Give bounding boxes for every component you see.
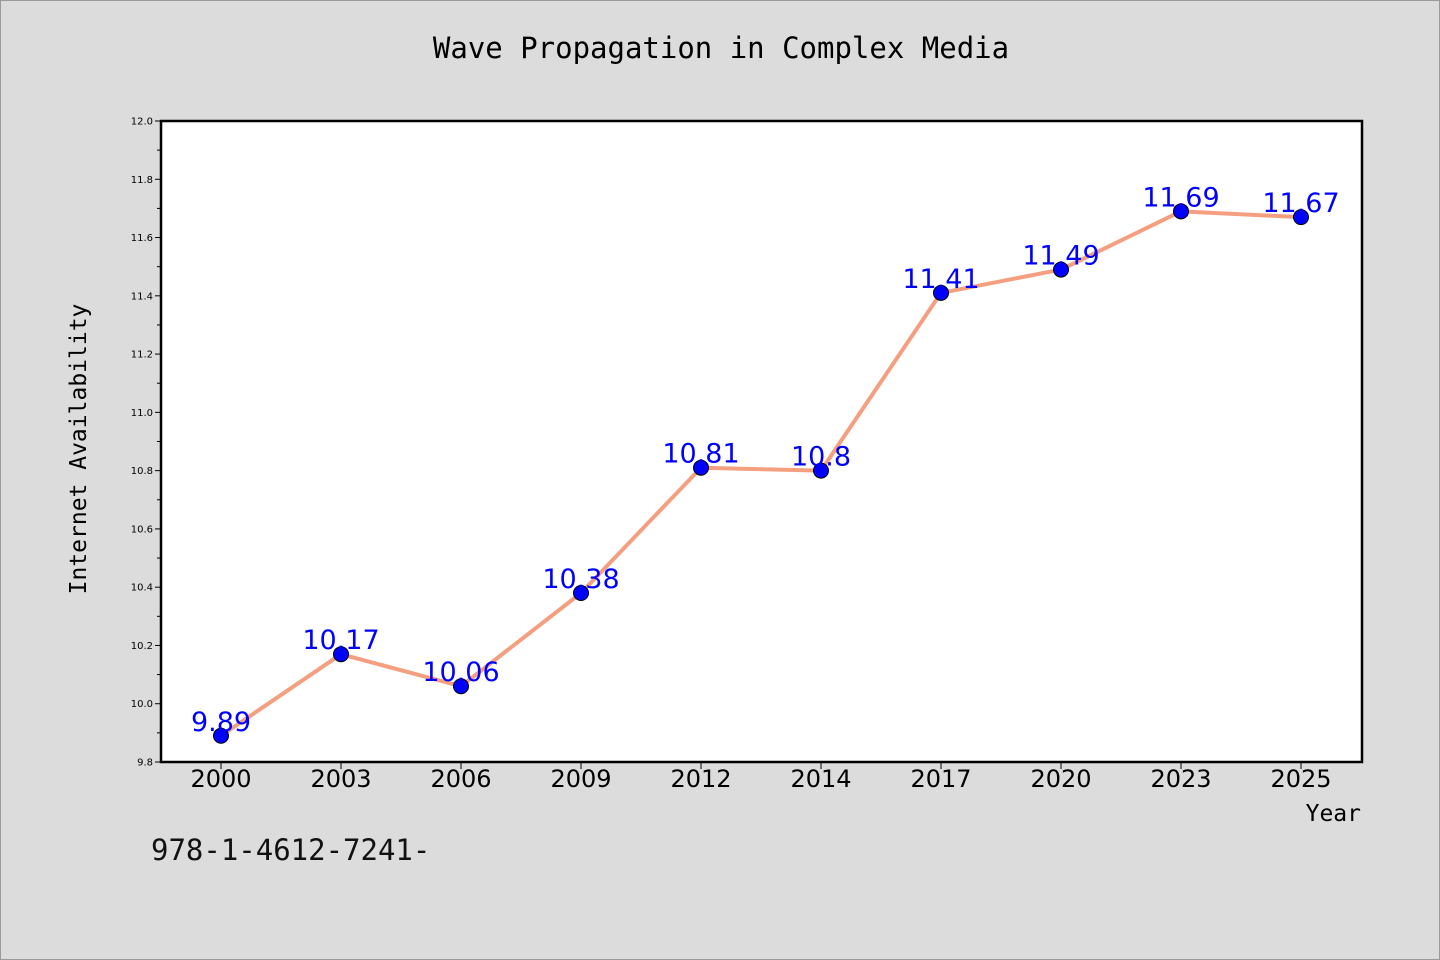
y-axis: 9.8 10.0 10.2 10.4 10.6 10.8 11.0 11.2 11.4 11.6 1… bbox=[131, 117, 161, 769]
data-label: 10.06 bbox=[422, 657, 499, 688]
data-label: 9.89 bbox=[191, 707, 251, 738]
series-markers bbox=[213, 203, 1309, 744]
chart-title: Wave Propagation in Complex Media bbox=[432, 31, 1010, 65]
x-tick-label: 2003 bbox=[310, 765, 371, 793]
y-tick-label: 11.4 bbox=[131, 291, 153, 302]
y-tick-label: 12.0 bbox=[131, 117, 153, 128]
data-label: 10.17 bbox=[302, 625, 379, 656]
data-point bbox=[1293, 209, 1309, 226]
y-tick-label: 10.4 bbox=[131, 583, 153, 594]
data-label: 10.81 bbox=[662, 439, 739, 470]
x-tick-label: 2020 bbox=[1030, 765, 1091, 793]
plot-frame bbox=[159, 119, 1364, 764]
x-tick-label: 2023 bbox=[1150, 765, 1211, 793]
data-label: 10.8 bbox=[791, 442, 851, 473]
plot-area bbox=[161, 121, 1362, 762]
x-axis: 2000 2003 2006 2009 2012 2014 2017 2020 2023 2025 bbox=[190, 762, 1332, 793]
x-tick-label: 2000 bbox=[190, 765, 251, 793]
data-point bbox=[573, 585, 589, 602]
y-tick-label: 11.2 bbox=[131, 350, 153, 361]
y-tick-label: 10.2 bbox=[131, 641, 153, 652]
series-line bbox=[219, 209, 1302, 738]
y-tick-label: 9.8 bbox=[137, 758, 153, 769]
data-point bbox=[453, 678, 469, 695]
y-tick-label: 10.8 bbox=[131, 466, 153, 477]
data-point bbox=[213, 727, 229, 744]
footer-identifier: 978-1-4612-7241- bbox=[151, 833, 431, 867]
x-tick-label: 2025 bbox=[1270, 765, 1331, 793]
y-tick-label: 10.6 bbox=[131, 524, 153, 535]
data-point bbox=[1053, 261, 1069, 278]
y-tick-label: 11.0 bbox=[131, 408, 153, 419]
x-axis-label: Year bbox=[1306, 801, 1361, 827]
data-labels: 9.89 10.17 10.06 10.38 10.81 10.8 11.41 11.49 11… bbox=[191, 182, 1340, 737]
data-point bbox=[693, 459, 709, 476]
data-label: 10.38 bbox=[542, 564, 619, 595]
data-point bbox=[1173, 203, 1189, 220]
x-tick-label: 2009 bbox=[550, 765, 611, 793]
data-point bbox=[813, 462, 829, 479]
y-tick-label: 10.0 bbox=[131, 699, 153, 710]
data-label: 11.41 bbox=[902, 264, 979, 295]
x-tick-label: 2012 bbox=[670, 765, 731, 793]
data-label: 11.67 bbox=[1262, 188, 1339, 219]
y-tick-label: 11.6 bbox=[131, 233, 153, 244]
data-label: 11.69 bbox=[1142, 182, 1219, 213]
y-tick-label: 11.8 bbox=[131, 175, 153, 186]
x-tick-label: 2006 bbox=[430, 765, 491, 793]
x-tick-label: 2017 bbox=[910, 765, 971, 793]
data-point bbox=[333, 646, 349, 663]
data-point bbox=[933, 284, 949, 301]
x-tick-label: 2014 bbox=[790, 765, 851, 793]
y-axis-label: Internet Availability bbox=[66, 304, 92, 595]
data-label: 11.49 bbox=[1022, 241, 1099, 272]
